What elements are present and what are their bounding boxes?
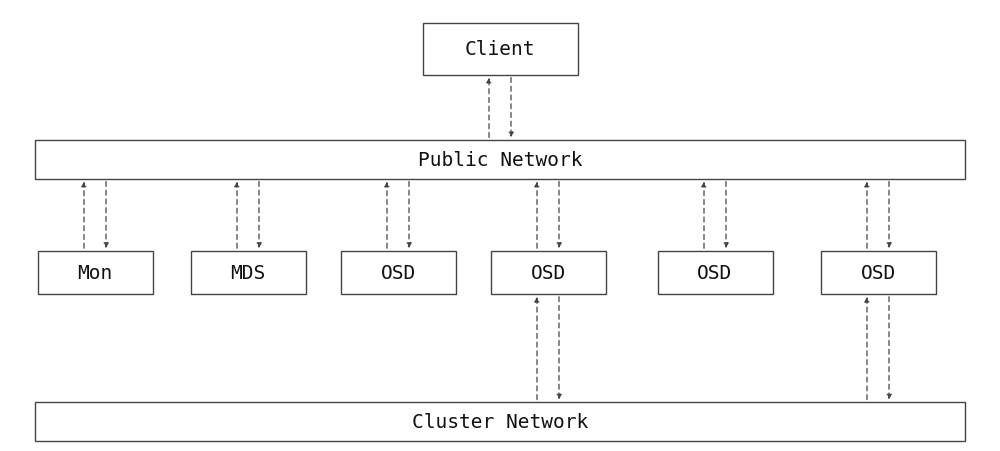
- Text: Mon: Mon: [77, 263, 113, 282]
- FancyBboxPatch shape: [340, 251, 456, 294]
- FancyBboxPatch shape: [38, 251, 152, 294]
- Text: MDS: MDS: [230, 263, 266, 282]
- FancyBboxPatch shape: [658, 251, 772, 294]
- Text: Cluster Network: Cluster Network: [412, 412, 588, 431]
- Text: OSD: OSD: [860, 263, 896, 282]
- Text: OSD: OSD: [530, 263, 566, 282]
- Text: OSD: OSD: [697, 263, 733, 282]
- Text: Client: Client: [465, 40, 535, 59]
- FancyBboxPatch shape: [820, 251, 936, 294]
- FancyBboxPatch shape: [35, 141, 965, 179]
- Text: OSD: OSD: [380, 263, 416, 282]
- FancyBboxPatch shape: [491, 251, 606, 294]
- FancyBboxPatch shape: [190, 251, 306, 294]
- FancyBboxPatch shape: [35, 402, 965, 441]
- Text: Public Network: Public Network: [418, 151, 582, 170]
- FancyBboxPatch shape: [422, 23, 578, 75]
